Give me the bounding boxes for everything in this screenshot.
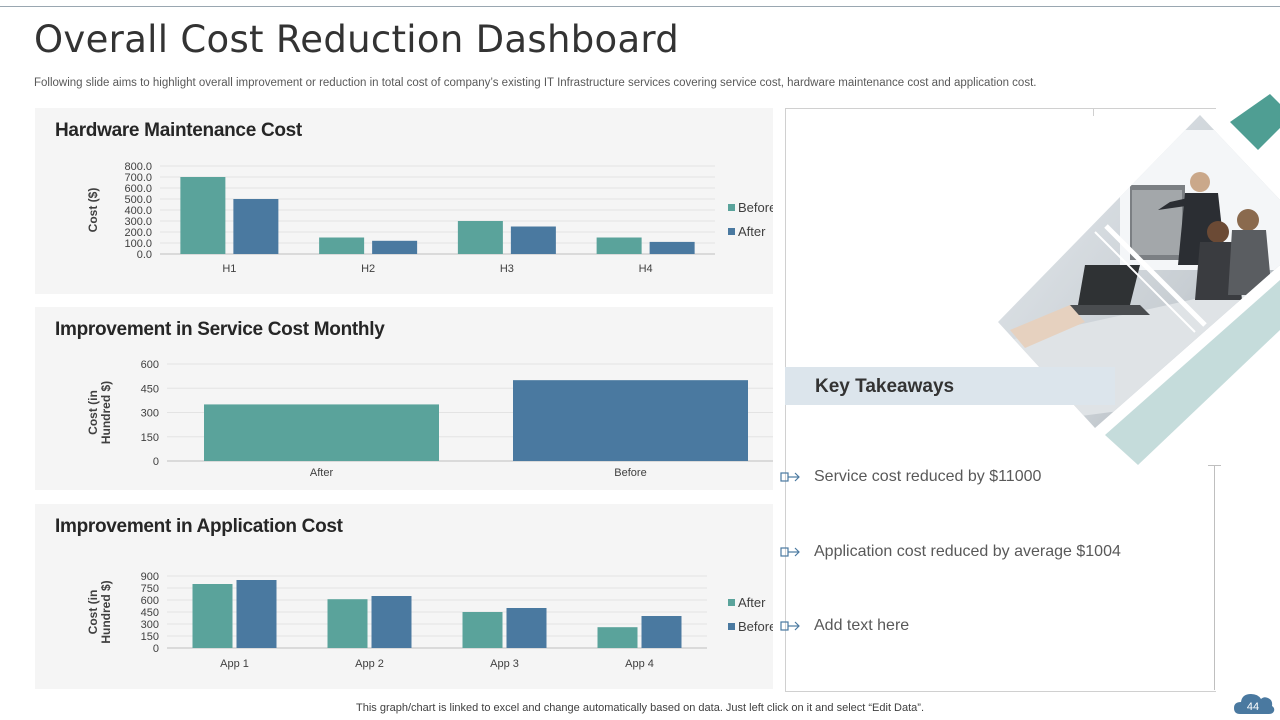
y-tick-label: 150 (141, 631, 159, 643)
legend-swatch (728, 623, 735, 630)
bar (641, 616, 682, 648)
page-title: Overall Cost Reduction Dashboard (34, 18, 680, 61)
y-tick-label: 100.0 (124, 238, 152, 250)
footer-note: This graph/chart is linked to excel and … (0, 702, 1280, 714)
service-cost-chart[interactable]: 0 150 300 450 600 Cost (in Hundred $) After Befo… (35, 307, 773, 490)
x-tick-label: H2 (361, 263, 375, 275)
legend-swatch (728, 204, 735, 211)
y-tick-label: 300 (141, 408, 159, 420)
x-tick-label: H4 (639, 263, 653, 275)
hardware-cost-chart[interactable]: 0.0100.0200.0300.0400.0500.0600.0700.080… (35, 108, 773, 294)
legend-label: After (738, 595, 766, 610)
bar (649, 241, 695, 254)
meeting-photo (998, 94, 1280, 465)
y-tick-label: 150 (141, 432, 159, 444)
y-axis-label: Cost ($) (86, 188, 100, 233)
y-tick-label: 300 (141, 619, 159, 631)
divider (1093, 108, 1094, 116)
takeaway-item: Service cost reduced by $11000 (780, 465, 1041, 489)
y-tick-label: 0 (153, 456, 159, 468)
x-tick-label: H1 (222, 263, 236, 275)
key-takeaways-banner (785, 367, 1115, 405)
arrow-bullet-icon (780, 472, 800, 482)
y-tick-label: 0.0 (137, 249, 152, 261)
y-tick-label: 450 (141, 383, 159, 395)
bar (457, 221, 503, 254)
bar (192, 584, 233, 648)
divider (1214, 466, 1215, 690)
takeaway-item: Application cost reduced by average $100… (780, 540, 1121, 564)
y-tick-label: 900 (141, 571, 159, 583)
x-tick-label: App 3 (490, 658, 519, 670)
legend-label: Before (738, 619, 773, 634)
y-tick-label: 0 (153, 643, 159, 655)
bar (513, 380, 748, 461)
y-tick-label: 700.0 (124, 172, 152, 184)
bar (327, 599, 368, 648)
x-tick-label: App 4 (625, 658, 654, 670)
y-axis-label: Hundred $) (99, 580, 113, 643)
x-tick-label: H3 (500, 263, 514, 275)
y-axis-label: Hundred $) (99, 381, 113, 444)
y-tick-label: 600 (141, 595, 159, 607)
x-tick-label: After (310, 467, 334, 479)
cloud-icon (1234, 694, 1275, 714)
takeaway-item: Add text here (780, 614, 909, 638)
hardware-cost-panel: Hardware Maintenance Cost 0.0 100.0 200.0 3… (35, 108, 773, 294)
teal-diamond-shape (1230, 94, 1280, 150)
key-takeaways-heading: Key Takeaways (815, 376, 955, 397)
bar (319, 237, 365, 254)
y-axis-label: Cost (in (86, 390, 100, 435)
page-number: 44 (1247, 701, 1259, 713)
arrow-bullet-icon (780, 621, 800, 631)
legend-label: After (738, 224, 766, 239)
y-tick-label: 200.0 (124, 227, 152, 239)
chart-title: Improvement in Application Cost (55, 516, 343, 537)
footer-text: This graph/chart is linked to excel and … (355, 702, 925, 714)
x-tick-label: App 1 (220, 658, 249, 670)
service-cost-panel: Improvement in Service Cost Monthly 0 150… (35, 307, 773, 490)
divider (1208, 465, 1221, 466)
page-subtitle: Following slide aims to highlight overal… (34, 77, 1037, 89)
takeaway-text: Add text here (814, 617, 910, 634)
y-tick-label: 600.0 (124, 183, 152, 195)
top-rule (0, 6, 1280, 7)
legend-swatch (728, 599, 735, 606)
teal-stripe-shape (1105, 280, 1280, 465)
y-tick-label: 400.0 (124, 205, 152, 217)
x-tick-label: Before (614, 467, 646, 479)
bar (462, 612, 503, 648)
y-tick-label: 750 (141, 583, 159, 595)
bar (597, 627, 638, 648)
bar (372, 240, 418, 254)
bar (510, 226, 556, 254)
chart-title: Improvement in Service Cost Monthly (55, 319, 385, 340)
y-tick-label: 800.0 (124, 161, 152, 173)
takeaway-text: Service cost reduced by $11000 (814, 468, 1042, 485)
y-tick-label: 300.0 (124, 216, 152, 228)
bar (596, 237, 642, 254)
chart-title: Hardware Maintenance Cost (55, 120, 302, 141)
arrow-bullet-icon (780, 547, 800, 557)
x-tick-label: App 2 (355, 658, 384, 670)
bar (371, 596, 412, 648)
legend-swatch (728, 228, 735, 235)
y-axis-label: Cost (in (86, 590, 100, 635)
page-number-badge: 44 (1234, 694, 1275, 714)
legend-label: Before (738, 200, 773, 215)
bar (204, 404, 439, 461)
bar (180, 177, 226, 254)
y-tick-label: 500.0 (124, 194, 152, 206)
bar (236, 580, 277, 648)
y-tick-label: 600 (141, 359, 159, 371)
bar (233, 199, 279, 254)
y-tick-label: 450 (141, 607, 159, 619)
application-cost-panel: Improvement in Application Cost 0 150 300 4… (35, 504, 773, 689)
bar (506, 608, 547, 648)
takeaway-text: Application cost reduced by average $100… (814, 543, 1121, 560)
